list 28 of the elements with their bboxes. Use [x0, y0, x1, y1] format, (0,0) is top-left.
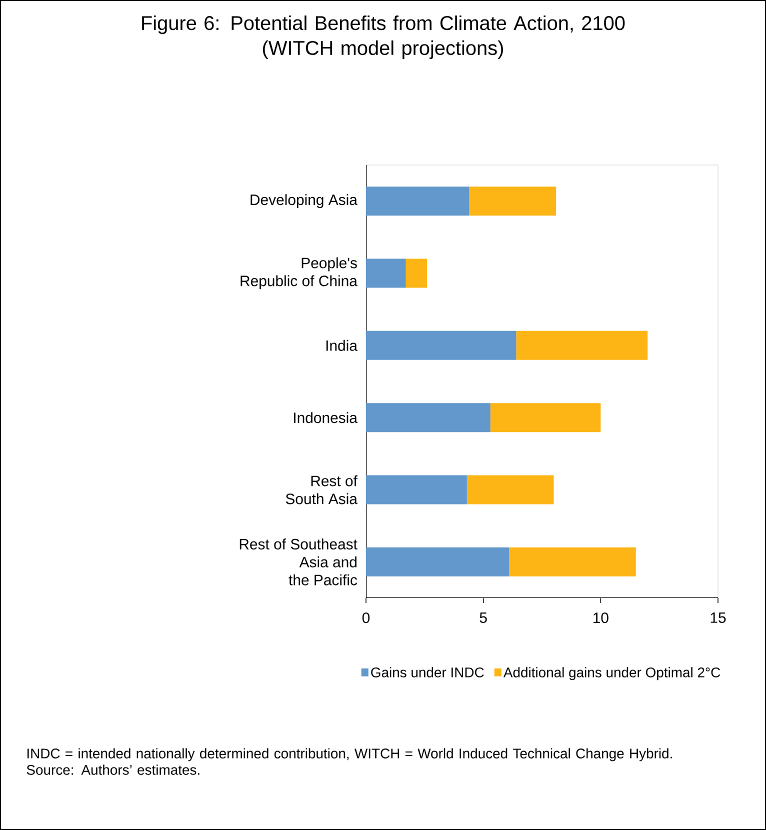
bar: [469, 186, 556, 216]
y-tick-label: Developing Asia: [250, 194, 358, 208]
chart-subtitle: (WITCH model projections): [263, 40, 503, 59]
y-tick-label: Rest of Southeast Asia and the Pacific: [240, 538, 358, 586]
bar: [509, 547, 636, 576]
bar: [466, 475, 554, 504]
x-tick-label: 5: [480, 612, 487, 623]
x-tick-label: 0: [362, 612, 370, 624]
bar: [366, 258, 406, 288]
bar: [366, 186, 470, 216]
bar: [366, 475, 467, 504]
bar: [366, 330, 516, 360]
source-note: Source: Authors’ estimates.: [26, 764, 200, 775]
y-tick-label: Indonesia: [294, 412, 358, 424]
y-tick-label: India: [326, 340, 358, 351]
bar: [516, 330, 648, 360]
y-tick-label: Rest of South Asia: [286, 475, 358, 504]
bar: [490, 403, 601, 432]
text: INDC = intended nationally determined contribution, WITCH = World Induced Technical Change Hybrid.: [27, 748, 672, 762]
bar: [366, 547, 510, 576]
x-tick-label: 15: [710, 612, 726, 623]
legend-label: Additional gains under Optimal 2°C: [503, 667, 720, 680]
bar: [406, 258, 428, 288]
bar: [366, 403, 490, 432]
legend-label: Gains under INDC: [371, 667, 484, 678]
chart-title: Figure 6: Potential Benefits from Climate Action, 2100: [142, 16, 625, 34]
y-tick-label: People's Republic of China: [240, 257, 358, 290]
x-tick-label: 10: [594, 612, 608, 624]
